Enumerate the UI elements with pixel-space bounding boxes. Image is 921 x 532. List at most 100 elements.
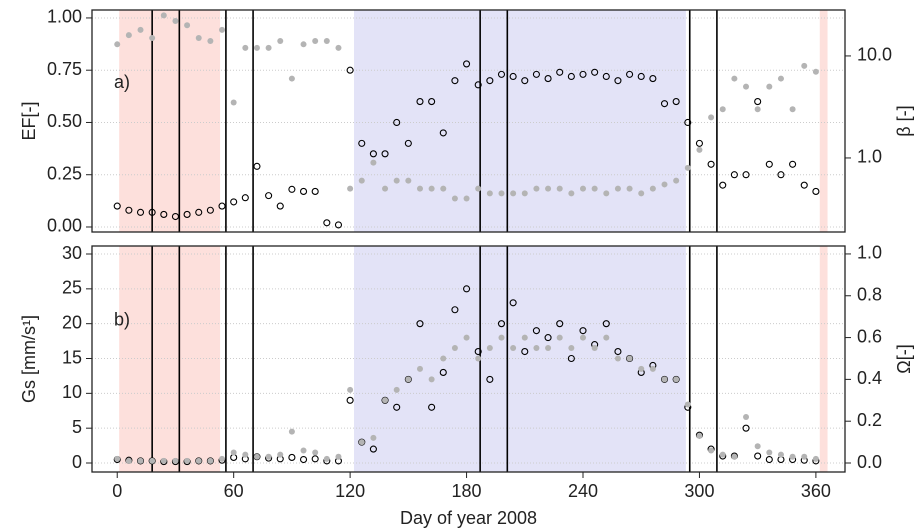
data-point: [218, 202, 226, 210]
shaded-period: [353, 10, 686, 232]
data-point: [626, 185, 633, 192]
data-point: [114, 455, 121, 462]
data-point: [451, 345, 458, 352]
data-point: [149, 457, 156, 464]
data-point: [684, 164, 691, 171]
data-point: [486, 375, 494, 383]
data-point: [474, 81, 482, 89]
data-point: [486, 190, 493, 197]
data-point: [556, 320, 564, 328]
y-axis-label: Gs [mm/s¹]: [19, 315, 39, 403]
data-point: [649, 75, 657, 83]
data-point: [300, 447, 307, 454]
data-point: [288, 185, 296, 193]
data-point: [568, 345, 575, 352]
data-point: [230, 198, 238, 206]
data-point: [743, 83, 750, 90]
data-point: [614, 355, 621, 362]
data-point: [253, 453, 260, 460]
data-point: [405, 376, 412, 383]
x-axis-label: Day of year 2008: [400, 508, 537, 528]
data-point: [533, 185, 540, 192]
data-point: [777, 171, 785, 179]
data-point: [358, 139, 366, 147]
data-point: [614, 77, 622, 85]
data-point: [416, 365, 423, 372]
data-point: [230, 449, 237, 456]
data-point: [428, 185, 435, 192]
data-point: [183, 210, 191, 218]
data-point: [451, 306, 459, 314]
data-point: [730, 171, 738, 179]
y-tick-label: 5: [72, 417, 82, 437]
data-point: [277, 451, 284, 458]
shaded-period: [353, 246, 686, 472]
data-point: [311, 455, 319, 463]
data-point: [463, 334, 470, 341]
data-point: [708, 114, 715, 121]
y-tick-label: 0.00: [47, 216, 82, 236]
data-point: [719, 451, 726, 458]
data-point: [171, 212, 180, 221]
data-point: [265, 192, 273, 200]
data-point: [288, 453, 296, 461]
data-point: [440, 185, 447, 192]
x-tick-label: 180: [452, 481, 482, 501]
data-point: [137, 26, 144, 33]
data-point: [521, 334, 528, 341]
data-point: [184, 457, 191, 464]
data-point: [626, 355, 633, 362]
data-point: [545, 345, 552, 352]
data-point: [335, 453, 342, 460]
data-point: [509, 299, 517, 307]
data-point: [346, 396, 354, 404]
data-point: [125, 32, 132, 39]
data-point: [765, 455, 773, 464]
data-point: [801, 62, 808, 69]
data-point: [439, 129, 447, 137]
data-point: [253, 44, 260, 51]
data-point: [556, 68, 564, 76]
data-point: [242, 451, 249, 458]
data-point: [219, 26, 226, 33]
data-point: [184, 22, 191, 29]
data-point: [801, 453, 808, 460]
data-point: [265, 453, 272, 460]
data-point: [707, 160, 715, 168]
y-tick-label: 30: [62, 243, 82, 263]
y-tick-label: 1.00: [47, 7, 82, 27]
data-point: [381, 150, 389, 158]
data-point: [672, 98, 680, 106]
data-point: [241, 194, 249, 202]
data-point: [498, 190, 505, 197]
data-point: [743, 414, 750, 421]
data-point: [742, 424, 750, 432]
data-point: [288, 428, 295, 435]
data-point: [812, 455, 819, 462]
data-point: [766, 83, 773, 90]
data-point: [207, 457, 214, 464]
data-point: [603, 190, 610, 197]
y2-axis-label: β [-]: [894, 105, 914, 136]
data-point: [602, 72, 610, 81]
data-point: [277, 38, 284, 45]
data-point: [580, 185, 587, 192]
data-point: [498, 334, 505, 341]
data-point: [684, 118, 692, 127]
data-point: [765, 160, 773, 168]
data-point: [695, 139, 703, 147]
x-tick-label: 240: [568, 481, 598, 501]
data-point: [382, 185, 389, 192]
data-point: [731, 453, 738, 460]
y2-tick-label: 1.0: [857, 243, 882, 263]
data-point: [312, 449, 319, 456]
data-point: [719, 106, 726, 113]
y-axis-label: EF[-]: [19, 102, 39, 141]
data-point: [195, 34, 202, 41]
data-point: [754, 452, 762, 460]
data-point: [475, 185, 482, 192]
data-point: [591, 185, 598, 192]
data-point: [323, 38, 330, 45]
data-point: [567, 72, 575, 81]
x-tick-label: 360: [801, 481, 831, 501]
